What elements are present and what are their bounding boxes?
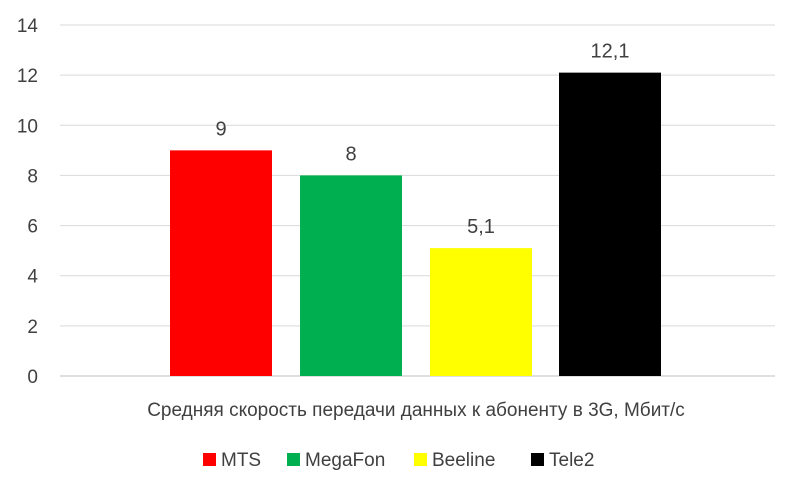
gridlines: [60, 24, 775, 377]
bar-mts: [170, 150, 272, 376]
data-label-tele2: 12,1: [591, 41, 630, 63]
x-axis-title: Средняя скорость передачи данных к абоне…: [147, 400, 685, 421]
legend-swatch-megafon: [287, 453, 300, 466]
y-tick-label: 10: [17, 116, 38, 137]
data-label-beeline: 5,1: [467, 216, 495, 238]
legend-label-beeline: Beeline: [432, 450, 495, 471]
data-labels: 9 8 5,1 12,1: [215, 41, 630, 238]
bar-megafon: [300, 175, 402, 376]
legend-label-mts: MTS: [221, 450, 261, 471]
bars: [170, 72, 661, 376]
y-axis-ticks: 0 2 4 6 8 10 12 14: [17, 16, 39, 388]
y-tick-label: 8: [27, 166, 38, 187]
bar-beeline: [430, 248, 532, 376]
legend-label-tele2: Tele2: [549, 450, 594, 471]
y-tick-label: 2: [27, 317, 38, 338]
legend-swatch-beeline: [414, 453, 427, 466]
legend-swatch-mts: [203, 453, 216, 466]
y-tick-label: 12: [17, 66, 38, 87]
y-tick-label: 14: [17, 16, 39, 37]
data-label-mts: 9: [215, 118, 226, 140]
data-label-megafon: 8: [345, 143, 356, 165]
y-tick-label: 6: [27, 217, 38, 238]
y-tick-label: 0: [27, 367, 38, 388]
legend-label-megafon: MegaFon: [305, 450, 385, 471]
y-tick-label: 4: [27, 267, 38, 288]
legend: MTS MegaFon Beeline Tele2: [203, 450, 594, 471]
bar-tele2: [559, 72, 661, 376]
legend-swatch-tele2: [531, 453, 544, 466]
